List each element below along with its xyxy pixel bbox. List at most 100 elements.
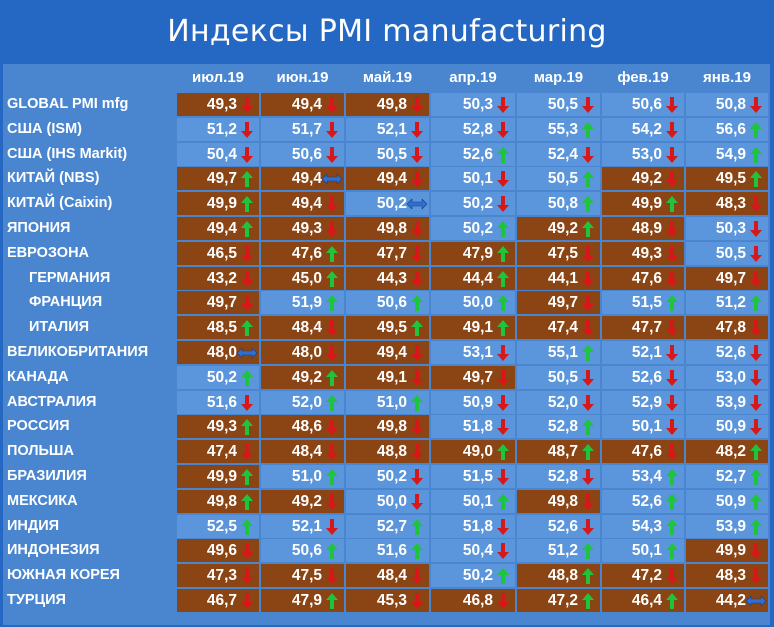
pmi-value-cell: 49,5 — [346, 316, 429, 340]
pmi-value: 49,4 — [291, 195, 322, 213]
pmi-value: 49,6 — [206, 542, 237, 560]
pmi-value: 52,8 — [547, 468, 578, 485]
table-row: ЯПОНИЯ 49,4 49,3 49,8 50,2 49,2 48,9 50,3 — [3, 216, 770, 241]
arrow-up-icon — [582, 593, 594, 609]
pmi-value: 50,4 — [206, 145, 237, 163]
pmi-value-cell: 47,6 — [261, 241, 344, 265]
arrow-up-icon — [497, 245, 509, 262]
pmi-value-cell: 52,7 — [346, 514, 429, 538]
pmi-value: 53,4 — [631, 468, 662, 485]
arrow-down-icon — [497, 121, 509, 138]
pmi-value: 48,0 — [206, 344, 237, 361]
pmi-value-cell: 46,7 — [177, 589, 259, 612]
pmi-value: 49,3 — [291, 220, 322, 237]
pmi-value: 53,0 — [631, 145, 662, 163]
row-label: ИНДОНЕЗИЯ — [7, 542, 100, 559]
arrow-up-icon — [411, 320, 423, 337]
pmi-value: 53,9 — [715, 393, 746, 411]
pmi-value: 47,2 — [547, 592, 578, 609]
pmi-value-cell: 44,4 — [431, 266, 515, 290]
pmi-value-cell: 48,8 — [517, 564, 600, 588]
pmi-value-cell: 52,6 — [431, 142, 515, 166]
pmi-value-cell: 52,1 — [261, 514, 344, 538]
pmi-value-cell: 47,9 — [261, 589, 344, 612]
arrow-down-icon — [326, 196, 338, 213]
pmi-value-cell: 48,7 — [517, 440, 600, 464]
pmi-value: 51,5 — [631, 294, 662, 312]
arrow-down-icon — [666, 121, 678, 138]
table-row: ТУРЦИЯ 46,7 47,9 45,3 46,8 47,2 46,4 44,2 — [3, 588, 770, 613]
pmi-value: 49,4 — [376, 344, 407, 361]
pmi-value-cell: 49,4 — [261, 93, 344, 116]
arrow-down-icon — [326, 493, 338, 510]
pmi-value: 53,0 — [715, 368, 746, 386]
pmi-value-cell: 49,3 — [177, 93, 259, 116]
pmi-value-cell: 50,2 — [346, 465, 429, 488]
pmi-value-cell: 51,0 — [346, 390, 429, 414]
arrow-down-icon — [750, 345, 762, 361]
pmi-value-cell: 46,5 — [177, 241, 259, 265]
arrow-down-icon — [326, 518, 338, 535]
pmi-value-cell: 52,6 — [602, 365, 684, 389]
pmi-value: 49,4 — [206, 220, 237, 237]
arrow-up-icon — [582, 568, 594, 585]
pmi-value: 50,2 — [462, 195, 493, 213]
pmi-value-cell: 52,8 — [517, 415, 600, 439]
arrow-down-icon — [241, 568, 253, 585]
arrow-down-icon — [582, 469, 594, 485]
pmi-value: 47,6 — [631, 443, 662, 461]
pmi-value-cell: 48,3 — [686, 192, 768, 216]
pmi-value: 52,1 — [631, 344, 662, 361]
table-row: США (ISM) 51,2 51,7 52,1 52,8 55,3 54,2 56,6 — [3, 117, 770, 142]
arrow-up-icon — [750, 518, 762, 535]
arrow-down-icon — [411, 97, 423, 113]
pmi-value-cell: 49,8 — [346, 415, 429, 439]
pmi-value-cell: 49,6 — [177, 539, 259, 563]
arrow-sideways-icon — [406, 198, 428, 210]
pmi-value: 50,1 — [631, 418, 662, 436]
pmi-value: 54,3 — [631, 517, 662, 535]
row-label: ЮЖНАЯ КОРЕЯ — [7, 567, 120, 584]
pmi-value-cell: 53,9 — [686, 514, 768, 538]
table-row: ГЕРМАНИЯ 43,2 45,0 44,3 44,4 44,1 47,6 49,7 — [3, 266, 770, 291]
pmi-value-cell: 49,9 — [177, 192, 259, 216]
pmi-value-cell: 47,9 — [431, 241, 515, 265]
pmi-value: 46,5 — [206, 244, 237, 262]
arrow-down-icon — [326, 320, 338, 337]
arrow-down-icon — [497, 469, 509, 485]
pmi-value-cell: 49,9 — [602, 192, 684, 216]
pmi-value: 48,9 — [631, 220, 662, 237]
pmi-value: 52,6 — [547, 517, 578, 535]
arrow-down-icon — [411, 369, 423, 386]
arrow-down-icon — [326, 419, 338, 436]
row-label: ФРАНЦИЯ — [29, 294, 103, 311]
pmi-value: 49,7 — [715, 269, 746, 287]
pmi-value-cell: 45,0 — [261, 266, 344, 290]
pmi-value-cell: 49,4 — [346, 341, 429, 364]
arrow-up-icon — [666, 196, 678, 213]
pmi-value: 50,9 — [715, 492, 746, 510]
pmi-value: 50,1 — [631, 542, 662, 560]
pmi-value-cell: 47,3 — [177, 564, 259, 588]
page-title: Индексы PMI manufacturing — [167, 14, 607, 49]
pmi-value-cell: 48,2 — [686, 440, 768, 464]
table-row: ФРАНЦИЯ 49,7 51,9 50,6 50,0 49,7 51,5 51,2 — [3, 290, 770, 315]
arrow-up-icon — [582, 221, 594, 237]
table-row: ПОЛЬША 47,4 48,4 48,8 49,0 48,7 47,6 48,2 — [3, 439, 770, 464]
arrow-down-icon — [497, 171, 509, 188]
arrow-up-icon — [582, 345, 594, 361]
arrow-down-icon — [666, 394, 678, 411]
pmi-value-cell: 47,7 — [346, 241, 429, 265]
pmi-value-cell: 47,2 — [602, 564, 684, 588]
arrow-up-icon — [750, 444, 762, 461]
row-label: ВЕЛИКОБРИТАНИЯ — [7, 344, 149, 360]
pmi-value: 51,2 — [715, 294, 746, 312]
arrow-down-icon — [666, 146, 678, 163]
pmi-value: 50,9 — [462, 393, 493, 411]
pmi-value: 52,5 — [206, 517, 237, 535]
pmi-value-cell: 49,7 — [517, 291, 600, 315]
pmi-value-cell: 50,4 — [177, 142, 259, 166]
pmi-value: 49,0 — [462, 443, 493, 461]
pmi-value: 54,9 — [715, 145, 746, 163]
arrow-sideways-icon — [321, 174, 343, 185]
